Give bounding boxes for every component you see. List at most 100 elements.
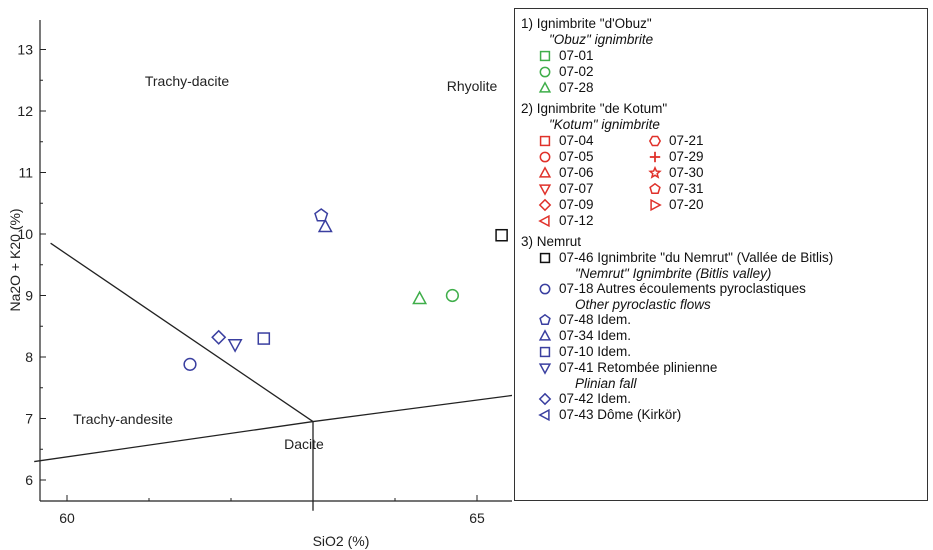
legend-marker-triangle-right-icon bbox=[650, 198, 662, 212]
legend-label: 07-09 bbox=[559, 197, 594, 212]
legend-item-07-41: 07-41 Retombée plinienne bbox=[537, 360, 921, 376]
data-point-07-10 bbox=[257, 332, 271, 345]
legend-label: 07-01 bbox=[559, 48, 594, 63]
x-tick-label: 65 bbox=[469, 510, 485, 526]
legend-marker-circle bbox=[539, 66, 551, 78]
legend-item-07-28: 07-28 bbox=[537, 80, 921, 96]
legend-label: 07-18 Autres écoulements pyroclastiques bbox=[559, 281, 806, 296]
legend-marker-square bbox=[539, 346, 551, 358]
legend-item-07-07: 07-07 bbox=[537, 181, 647, 197]
legend-marker-square-icon bbox=[539, 252, 551, 264]
legend-marker-triangle-left-icon bbox=[538, 214, 550, 228]
legend-group1-list: 07-01 07-02 07-28 bbox=[521, 48, 921, 96]
legend-label: 07-07 bbox=[559, 181, 594, 196]
legend-marker-pentagon-icon bbox=[649, 182, 661, 194]
legend-marker-diamond-icon bbox=[538, 198, 552, 212]
y-tick-label: 10 bbox=[17, 226, 33, 242]
legend-item-07-43: 07-43 Dôme (Kirkör) bbox=[537, 407, 921, 423]
data-point-07-02 bbox=[445, 288, 459, 303]
legend-group2-columns: 07-04 07-05 07-06 07-07 07-09 07-12 07-21 07-2… bbox=[521, 133, 921, 229]
field-label: Dacite bbox=[284, 436, 324, 452]
legend-label: 07-29 bbox=[669, 149, 704, 164]
tas-plot: 678910111213606570SiO2 (%)Na2O + K20 (%)… bbox=[7, 20, 512, 549]
legend-marker-triangle-left bbox=[538, 408, 550, 422]
legend-marker-star bbox=[648, 166, 662, 179]
legend-item-07-21: 07-21 bbox=[647, 133, 757, 149]
legend-marker-square-icon bbox=[539, 346, 551, 358]
legend-item-07-29: 07-29 bbox=[647, 149, 757, 165]
legend-item-07-31: 07-31 bbox=[647, 181, 757, 197]
legend-box: 1) Ignimbrite "d'Obuz" "Obuz" ignimbrite… bbox=[514, 8, 928, 501]
legend-marker-triangle-left-icon bbox=[538, 408, 550, 422]
legend-marker-circle-icon bbox=[539, 283, 551, 295]
legend-marker-circle-icon bbox=[539, 151, 551, 163]
data-point-07-18 bbox=[183, 357, 197, 371]
field-label: Trachy-andesite bbox=[73, 411, 173, 427]
legend-group3-list: 07-46 Ignimbrite "du Nemrut" (Vallée de … bbox=[521, 250, 921, 423]
legend-note: Plinian fall bbox=[575, 376, 637, 391]
legend-marker-pentagon bbox=[649, 182, 661, 194]
field-boundary bbox=[34, 394, 512, 463]
legend-label: 07-48 Idem. bbox=[559, 312, 632, 327]
legend-group2-heading: 2) Ignimbrite "de Kotum" bbox=[521, 101, 668, 116]
data-point-07-28 bbox=[412, 290, 428, 305]
legend-marker-triangle-up bbox=[538, 81, 552, 93]
legend-label: 07-41 Retombée plinienne bbox=[559, 360, 718, 375]
legend-item-07-20: 07-20 bbox=[647, 197, 757, 213]
legend-group2-col2: 07-21 07-29 07-30 07-31 07-20 bbox=[647, 133, 757, 229]
legend-item-07-05: 07-05 bbox=[537, 149, 647, 165]
legend-item-07-06: 07-06 bbox=[537, 165, 647, 181]
field-boundary bbox=[50, 242, 314, 423]
legend-group3-heading: 3) Nemrut bbox=[521, 234, 582, 249]
legend-marker-triangle-up-icon bbox=[538, 166, 552, 178]
legend-item-07-04: 07-04 bbox=[537, 133, 647, 149]
data-point-07-42 bbox=[211, 329, 227, 345]
legend-label: 07-42 Idem. bbox=[559, 391, 632, 406]
legend-note: "Nemrut" Ignimbrite (Bitlis valley) bbox=[575, 266, 772, 281]
legend-marker-triangle-down-icon bbox=[538, 184, 552, 196]
legend-label: 07-30 bbox=[669, 165, 704, 180]
legend-group1-heading: 1) Ignimbrite "d'Obuz" bbox=[521, 16, 652, 31]
legend-marker-pentagon-icon bbox=[539, 313, 551, 325]
legend-label: 07-28 bbox=[559, 80, 594, 95]
legend-label: 07-06 bbox=[559, 165, 594, 180]
legend-label: 07-31 bbox=[669, 181, 704, 196]
legend-marker-square bbox=[539, 135, 551, 147]
legend-marker-triangle-left bbox=[538, 214, 550, 228]
legend-marker-diamond bbox=[538, 198, 552, 212]
legend-marker-square bbox=[539, 252, 551, 264]
field-label: Rhyolite bbox=[447, 78, 498, 94]
y-tick-label: 11 bbox=[18, 165, 33, 181]
x-tick-label: 60 bbox=[59, 510, 75, 526]
legend-marker-triangle-right bbox=[650, 198, 662, 212]
y-tick-label: 13 bbox=[17, 42, 33, 58]
legend-marker-triangle-up-icon bbox=[538, 329, 552, 341]
legend-label: 07-12 bbox=[559, 213, 594, 228]
y-tick-label: 8 bbox=[25, 349, 33, 365]
legend-marker-pentagon bbox=[539, 313, 551, 325]
legend-item-07-01: 07-01 bbox=[537, 48, 921, 64]
legend-marker-square-icon bbox=[539, 50, 551, 62]
legend-item-07-34: 07-34 Idem. bbox=[537, 328, 921, 344]
legend-item-07-48: 07-48 Idem. bbox=[537, 312, 921, 328]
legend-marker-hexagon-icon bbox=[648, 135, 662, 147]
legend-marker-circle-icon bbox=[539, 66, 551, 78]
y-tick-label: 9 bbox=[25, 288, 33, 304]
legend-group1-subheading: "Obuz" ignimbrite bbox=[549, 32, 654, 47]
legend-label: 07-04 bbox=[559, 133, 594, 148]
legend-marker-plus-icon bbox=[649, 151, 661, 163]
legend-label: 07-20 bbox=[669, 197, 704, 212]
data-point-07-34 bbox=[317, 218, 333, 233]
legend-marker-hexagon bbox=[648, 135, 662, 147]
x-axis-label: SiO2 (%) bbox=[313, 533, 370, 549]
legend-item-07-10: 07-10 Idem. bbox=[537, 344, 921, 360]
field-label: Trachy-dacite bbox=[145, 73, 230, 89]
legend-label: 07-46 Ignimbrite "du Nemrut" (Vallée de … bbox=[559, 250, 834, 265]
y-axis-label: Na2O + K20 (%) bbox=[7, 208, 23, 311]
legend-marker-triangle-down bbox=[538, 184, 552, 196]
data-point-07-41 bbox=[227, 339, 243, 353]
legend-marker-triangle-up bbox=[538, 166, 552, 178]
legend-marker-diamond bbox=[538, 392, 552, 406]
legend-item-07-18: 07-18 Autres écoulements pyroclastiques bbox=[537, 281, 921, 297]
legend-note: Other pyroclastic flows bbox=[575, 297, 711, 312]
